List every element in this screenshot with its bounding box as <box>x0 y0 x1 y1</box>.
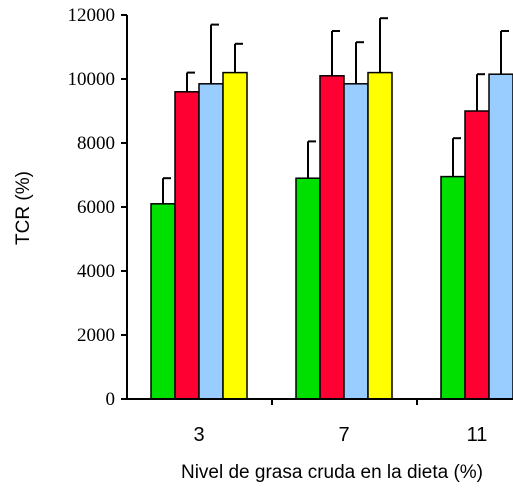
bars-layer <box>150 71 513 400</box>
bar <box>198 83 224 400</box>
y-tick-label: 2000 <box>77 325 115 346</box>
error-bar <box>186 71 195 92</box>
error-bar <box>476 73 485 111</box>
error-bar <box>162 177 171 204</box>
bar <box>150 203 176 400</box>
y-tick-label: 0 <box>106 389 116 410</box>
y-tick-label: 8000 <box>77 133 115 154</box>
error-bars-layer <box>162 17 509 204</box>
error-bar <box>452 137 461 177</box>
y-axis-title: TCR (%) <box>13 171 34 245</box>
y-tick-label: 6000 <box>77 197 115 218</box>
bar <box>295 177 321 400</box>
x-axis-title: Nivel de grasa cruda en la dieta (%) <box>181 462 483 483</box>
bar <box>488 73 513 400</box>
bar <box>319 75 345 400</box>
x-tick-label: 11 <box>467 424 488 446</box>
y-tick-label: 12000 <box>68 5 116 26</box>
x-tick-label: 3 <box>193 424 204 446</box>
x-tick-label: 7 <box>338 424 349 446</box>
bar <box>367 71 393 400</box>
error-bar <box>379 17 388 73</box>
y-tick-label: 4000 <box>77 261 115 282</box>
bar <box>222 71 248 400</box>
bar <box>440 175 466 400</box>
y-ticks-layer: 0 2000 4000 6000 8000 10000 12000 <box>68 5 127 410</box>
error-bar <box>210 23 219 84</box>
error-bar <box>234 42 243 73</box>
error-bar <box>331 30 340 76</box>
bar <box>343 83 369 400</box>
y-tick-label: 10000 <box>68 69 116 90</box>
x-ticks-layer: 3 7 11 <box>193 399 487 446</box>
error-bar <box>355 41 364 84</box>
bar <box>464 110 490 400</box>
error-bar <box>307 140 316 179</box>
bar <box>174 91 200 400</box>
error-bar <box>500 30 509 75</box>
